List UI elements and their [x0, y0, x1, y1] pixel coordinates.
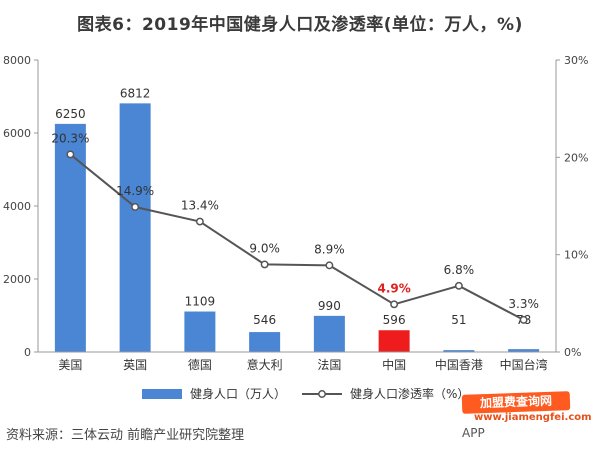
- watermark-app: APP: [462, 426, 485, 440]
- right-axis-tick-label: 0%: [564, 346, 581, 359]
- line-point: [131, 203, 140, 211]
- right-axis-tick-label: 10%: [564, 249, 588, 262]
- line-value-label: 14.9%: [116, 184, 154, 198]
- legend-swatch-marker: [318, 390, 326, 398]
- bar-value-label: 1109: [185, 295, 216, 309]
- x-axis-category-label: 美国: [58, 358, 82, 372]
- chart-title: 图表6：2019年中国健身人口及渗透率(单位：万人，%): [77, 15, 523, 35]
- left-axis-tick-label: 4000: [3, 200, 31, 213]
- legend-label-line: 健身人口渗透率（%）: [350, 386, 469, 401]
- right-axis-tick-label: 20%: [564, 151, 588, 164]
- bar: [508, 349, 540, 352]
- bar: [184, 311, 216, 352]
- x-axis-category-label: 德国: [188, 357, 212, 372]
- bar: [119, 103, 151, 352]
- line-value-label: 3.3%: [508, 297, 539, 311]
- line-point: [195, 217, 204, 226]
- x-axis-category-label: 英国: [123, 358, 147, 372]
- legend-label-bar: 健身人口（万人）: [190, 386, 286, 401]
- line-point: [519, 315, 528, 324]
- bar: [443, 350, 475, 352]
- line-point: [66, 150, 75, 159]
- left-axis-tick-label: 6000: [3, 127, 31, 140]
- x-axis-category-label: 中国香港: [435, 357, 483, 372]
- bar-value-label: 6812: [120, 86, 151, 100]
- bar: [313, 315, 345, 352]
- watermark-url: www.jiamengfei.com: [474, 412, 592, 423]
- x-axis-category-label: 法国: [317, 358, 341, 372]
- bar-value-label: 990: [318, 299, 341, 313]
- line-value-label: 13.4%: [181, 199, 219, 213]
- line-value-label: 8.9%: [314, 242, 345, 256]
- x-axis-category-label: 中国: [382, 357, 406, 372]
- right-axis-tick-label: 30%: [564, 54, 588, 67]
- line-value-label: 4.9%: [377, 281, 410, 295]
- x-axis-category-label: 意大利: [247, 357, 283, 372]
- bar-value-label: 546: [253, 313, 276, 327]
- line-point: [260, 260, 269, 269]
- bar: [249, 332, 281, 352]
- source-note: 资料来源：三体云动 前瞻产业研究院整理: [6, 428, 245, 443]
- x-axis-category-label: 中国台湾: [500, 357, 548, 372]
- bar-value-label: 596: [383, 313, 406, 327]
- bar-value-label: 6250: [55, 107, 86, 121]
- line-value-label: 9.0%: [249, 241, 280, 255]
- penetration-line: [69, 153, 525, 321]
- line-point: [390, 300, 399, 309]
- line-value-label: 6.8%: [444, 263, 475, 277]
- left-axis-tick-label: 8000: [3, 54, 31, 67]
- line-value-label: 20.3%: [51, 131, 89, 145]
- left-axis-tick-label: 2000: [3, 273, 31, 286]
- legend-swatch-bar: [142, 389, 182, 399]
- watermark-badge: 加盟费查询网: [461, 391, 571, 414]
- bar-value-label: 51: [451, 313, 466, 327]
- bar: [378, 330, 410, 352]
- left-axis-tick-label: 0: [24, 346, 31, 359]
- line-point: [325, 261, 334, 270]
- line-point: [454, 281, 463, 290]
